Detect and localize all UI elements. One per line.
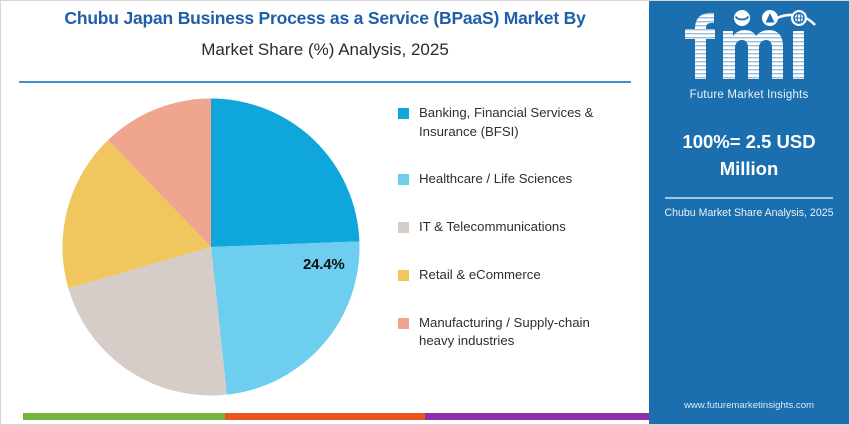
- accent-bar-segment-purple: [425, 413, 649, 420]
- fmi-logo-tagline: Future Market Insights: [689, 89, 809, 101]
- legend-item-it-telecom[interactable]: IT & Telecommunications: [398, 218, 638, 237]
- legend-item-manufacturing[interactable]: Manufacturing / Supply-chain heavy indus…: [398, 314, 638, 351]
- legend-label: IT & Telecommunications: [419, 219, 566, 235]
- legend-label: Manufacturing / Supply-chain heavy indus…: [419, 314, 590, 349]
- value-divider: [665, 197, 833, 199]
- title-line-secondary: Market Share (%) Analysis, 2025: [201, 39, 449, 59]
- legend-label: Retail & eCommerce: [419, 266, 541, 282]
- page-title: Chubu Japan Business Process as a Servic…: [1, 7, 649, 62]
- pie-slice[interactable]: [62, 140, 211, 289]
- legend-label: Banking, Financial Services & Insurance …: [419, 105, 594, 139]
- fmi-logo: Future Market Insights: [649, 9, 849, 101]
- legend-swatch-icon: [398, 222, 409, 234]
- fmi-logo-icon: [685, 10, 816, 79]
- legend-swatch-icon: [398, 108, 409, 119]
- pie-slice[interactable]: [68, 247, 227, 396]
- pie-slice[interactable]: [107, 98, 211, 248]
- legend-swatch-icon: [398, 269, 409, 281]
- accent-bar-segment-orange: [225, 413, 425, 420]
- bottom-accent-bar: [23, 413, 649, 420]
- pie-slice[interactable]: [211, 241, 360, 395]
- legend-label: Healthcare / Life Sciences: [419, 171, 573, 187]
- legend-swatch-icon: [398, 317, 409, 329]
- chart-legend: Banking, Financial Services & Insurance …: [398, 104, 638, 380]
- panel-caption: Chubu Market Share Analysis, 2025: [664, 207, 834, 219]
- legend-item-bfsi[interactable]: Banking, Financial Services & Insurance …: [398, 104, 638, 141]
- total-value-block: 100%= 2.5 USD Million: [649, 129, 849, 183]
- pie-chart: 24.4%: [62, 98, 360, 396]
- legend-swatch-icon: [398, 174, 409, 186]
- pie-slice-data-label: 24.4%: [303, 256, 345, 273]
- legend-item-healthcare[interactable]: Healthcare / Life Sciences: [398, 170, 638, 189]
- total-value-line-1: 100%= 2.5 USD: [682, 131, 816, 152]
- website-url[interactable]: www.futuremarketinsights.com: [683, 400, 815, 411]
- title-line-primary: Chubu Japan Business Process as a Servic…: [64, 8, 586, 28]
- pie-slice[interactable]: [211, 98, 360, 248]
- pie-chart-svg: [62, 98, 360, 396]
- title-divider: [19, 81, 631, 83]
- chart-panel: Chubu Japan Business Process as a Servic…: [1, 1, 649, 424]
- legend-item-retail-ecommerce[interactable]: Retail & eCommerce: [398, 266, 638, 285]
- branding-panel: Future Market Insights 100%= 2.5 USD Mil…: [649, 1, 849, 424]
- accent-bar-segment-green: [23, 413, 225, 420]
- total-value-line-2: Million: [719, 157, 779, 179]
